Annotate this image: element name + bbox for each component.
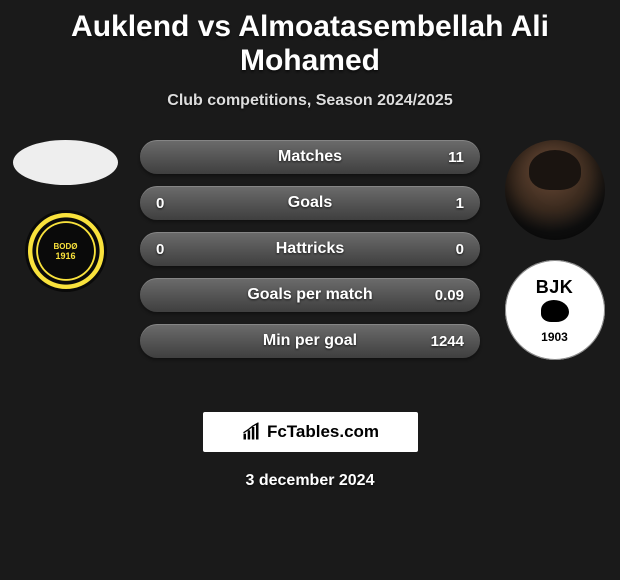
- club-badge-right: BJK 1903: [505, 260, 605, 360]
- subtitle: Club competitions, Season 2024/2025: [0, 92, 620, 110]
- right-column: BJK 1903: [497, 140, 612, 360]
- stat-label: Matches: [196, 148, 424, 166]
- stat-right-value: 1: [424, 195, 464, 212]
- eagle-icon: [535, 300, 575, 328]
- chart-icon: [241, 422, 261, 442]
- stat-right-value: 0.09: [424, 287, 464, 304]
- club-left-name: BODØ: [54, 242, 78, 251]
- stat-label: Hattricks: [196, 240, 424, 258]
- player-avatar-left: [13, 140, 118, 185]
- content-area: BODØ 1916 Matches 11 0 Goals 1 0 Hattric…: [0, 140, 620, 400]
- club-badge-left-inner: BODØ 1916: [38, 223, 94, 279]
- stat-left-value: 0: [156, 241, 196, 258]
- stat-row: Matches 11: [140, 140, 480, 174]
- watermark-text: FcTables.com: [267, 422, 379, 442]
- stat-left-value: 0: [156, 195, 196, 212]
- club-left-year: 1916: [55, 251, 75, 261]
- watermark-badge: FcTables.com: [203, 412, 418, 452]
- stat-label: Goals per match: [196, 286, 424, 304]
- stat-right-value: 11: [424, 149, 464, 166]
- club-right-letters: BJK: [536, 277, 574, 298]
- stat-row: Min per goal 1244: [140, 324, 480, 358]
- page-title: Auklend vs Almoatasembellah Ali Mohamed: [10, 10, 610, 78]
- left-column: BODØ 1916: [8, 140, 123, 292]
- date-text: 3 december 2024: [0, 472, 620, 490]
- stat-row: 0 Goals 1: [140, 186, 480, 220]
- stat-right-value: 1244: [424, 333, 464, 350]
- comparison-card: Auklend vs Almoatasembellah Ali Mohamed …: [0, 0, 620, 500]
- stat-label: Goals: [196, 194, 424, 212]
- stat-row: Goals per match 0.09: [140, 278, 480, 312]
- stat-right-value: 0: [424, 241, 464, 258]
- stat-label: Min per goal: [196, 332, 424, 350]
- club-badge-left: BODØ 1916: [25, 210, 107, 292]
- player-avatar-right: [505, 140, 605, 240]
- stat-row: 0 Hattricks 0: [140, 232, 480, 266]
- club-right-year: 1903: [541, 330, 568, 344]
- stats-table: Matches 11 0 Goals 1 0 Hattricks 0 Goals…: [140, 140, 480, 370]
